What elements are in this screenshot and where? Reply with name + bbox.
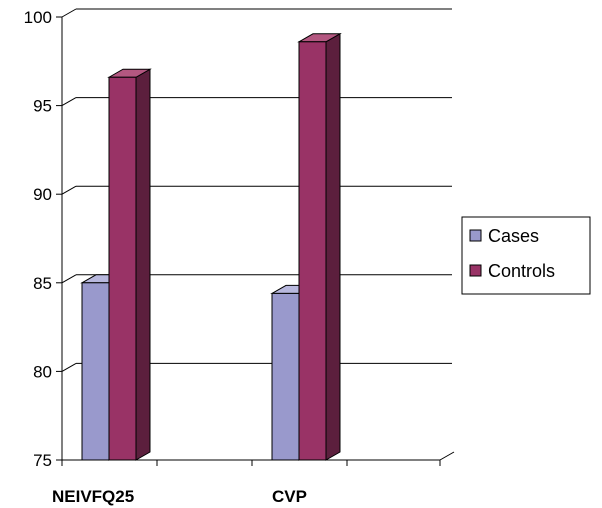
floor-edge: [439, 451, 455, 461]
gridline-diag: [61, 274, 77, 284]
y-tick-label: 80: [33, 362, 52, 381]
legend-box: [461, 216, 591, 295]
legend: Cases Controls: [461, 216, 591, 295]
bar-controls-neivfq25: [107, 68, 152, 461]
gridline-diag: [61, 362, 77, 372]
category-label-cvp: CVP: [272, 487, 307, 506]
legend-label-cases: Cases: [488, 226, 539, 246]
gridline-diag: [61, 185, 77, 195]
bar-front: [298, 41, 327, 461]
legend-swatch-cases: [469, 229, 482, 242]
bar-front: [271, 292, 300, 461]
y-tick-label: 75: [33, 451, 52, 470]
category-labels: NEIVFQ25 CVP: [52, 487, 307, 506]
legend-label-controls: Controls: [488, 261, 555, 281]
bar-side: [135, 68, 151, 461]
gridline-diag: [61, 8, 77, 18]
axes: [56, 16, 455, 466]
y-tick-label: 100: [24, 8, 52, 27]
bar-front: [108, 76, 137, 461]
bars: [80, 32, 342, 461]
bar-side: [325, 32, 341, 461]
y-tick-label: 85: [33, 274, 52, 293]
legend-swatch-controls: [469, 264, 482, 277]
y-tick-label: 95: [33, 97, 52, 116]
category-label-neivfq25: NEIVFQ25: [52, 487, 134, 506]
y-tick-labels: 75 80 85 90 95 100: [24, 8, 52, 470]
bar-front: [81, 282, 110, 461]
y-tick-label: 90: [33, 185, 52, 204]
bar-controls-cvp: [297, 32, 342, 461]
gridline-diag: [61, 97, 77, 107]
